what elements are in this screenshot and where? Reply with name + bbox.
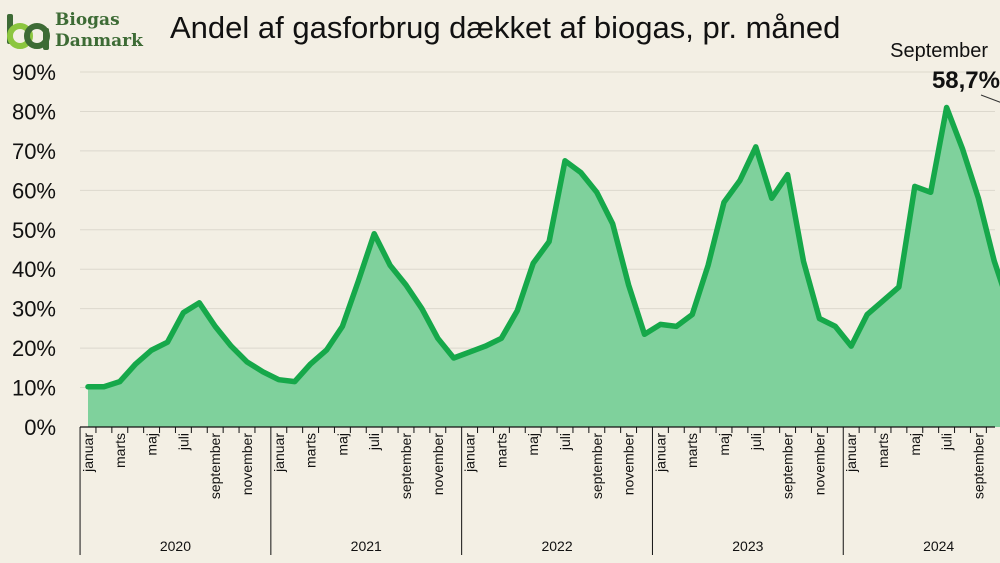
x-tick-label: juli bbox=[175, 433, 191, 451]
y-tick-label: 70% bbox=[12, 139, 56, 164]
y-tick-label: 50% bbox=[12, 218, 56, 243]
year-label: 2021 bbox=[351, 538, 382, 554]
x-tick-label: marts bbox=[303, 433, 319, 468]
year-label: 2020 bbox=[160, 538, 191, 554]
biogas-danmark-logo-icon bbox=[4, 12, 52, 57]
x-tick-label: maj bbox=[334, 433, 350, 456]
x-tick-label: november bbox=[239, 433, 255, 496]
annotation-label: September bbox=[890, 40, 988, 62]
x-tick-label: januar bbox=[80, 433, 96, 473]
annotation-value: 58,7% bbox=[932, 67, 1000, 94]
y-tick-label: 10% bbox=[12, 376, 56, 401]
series-line bbox=[85, 104, 1000, 390]
x-tick-label: juli bbox=[557, 433, 573, 451]
x-tick-label: september bbox=[780, 433, 796, 499]
annotation: September 58,7% bbox=[890, 40, 1000, 103]
y-tick-label: 40% bbox=[12, 257, 56, 282]
x-tick-label: november bbox=[811, 433, 827, 496]
x-tick-label: september bbox=[970, 433, 986, 499]
x-tick-label: juli bbox=[366, 433, 382, 451]
x-tick-label: maj bbox=[525, 433, 541, 456]
x-tick-label: januar bbox=[652, 433, 668, 473]
x-axis bbox=[79, 426, 995, 555]
x-tick-label: juli bbox=[939, 433, 955, 451]
x-tick-label: januar bbox=[462, 433, 478, 473]
brand-name-line1: Biogas bbox=[55, 10, 120, 30]
y-tick-label: 80% bbox=[12, 99, 56, 124]
x-tick-label: marts bbox=[875, 433, 891, 468]
y-tick-label: 30% bbox=[12, 297, 56, 322]
x-tick-label: juli bbox=[748, 433, 764, 451]
x-tick-label: september bbox=[207, 433, 223, 499]
x-tick-label: marts bbox=[112, 433, 128, 468]
y-axis-tick-labels: 0% 10% 20% 30% 40% 50% 60% 70% 80% 90% bbox=[12, 60, 56, 440]
chart-title: Andel af gasforbrug dækket af biogas, pr… bbox=[170, 10, 841, 45]
y-tick-label: 60% bbox=[12, 178, 56, 203]
x-tick-label: september bbox=[398, 433, 414, 499]
x-tick-label: maj bbox=[716, 433, 732, 456]
x-tick-label: november bbox=[430, 433, 446, 496]
x-tick-label: maj bbox=[144, 433, 160, 456]
x-tick-label: januar bbox=[843, 433, 859, 473]
area-fill bbox=[88, 107, 1000, 427]
year-label: 2022 bbox=[541, 538, 572, 554]
brand-name-line2: Danmark bbox=[55, 31, 143, 51]
y-tick-label: 0% bbox=[24, 415, 56, 440]
x-tick-label: januar bbox=[271, 433, 287, 473]
x-tick-label: november bbox=[621, 433, 637, 496]
x-axis-tick-labels: januar marts maj juli september november2020j… bbox=[80, 433, 986, 554]
y-tick-label: 90% bbox=[12, 60, 56, 85]
x-tick-label: september bbox=[589, 433, 605, 499]
x-tick-label: maj bbox=[907, 433, 923, 456]
year-label: 2024 bbox=[923, 538, 954, 554]
year-label: 2023 bbox=[732, 538, 763, 554]
x-tick-label: marts bbox=[684, 433, 700, 468]
annotation-leader-line bbox=[980, 94, 1000, 103]
x-tick-label: marts bbox=[493, 433, 509, 468]
brand-name: Biogas Danmark bbox=[55, 10, 143, 52]
y-tick-label: 20% bbox=[12, 336, 56, 361]
